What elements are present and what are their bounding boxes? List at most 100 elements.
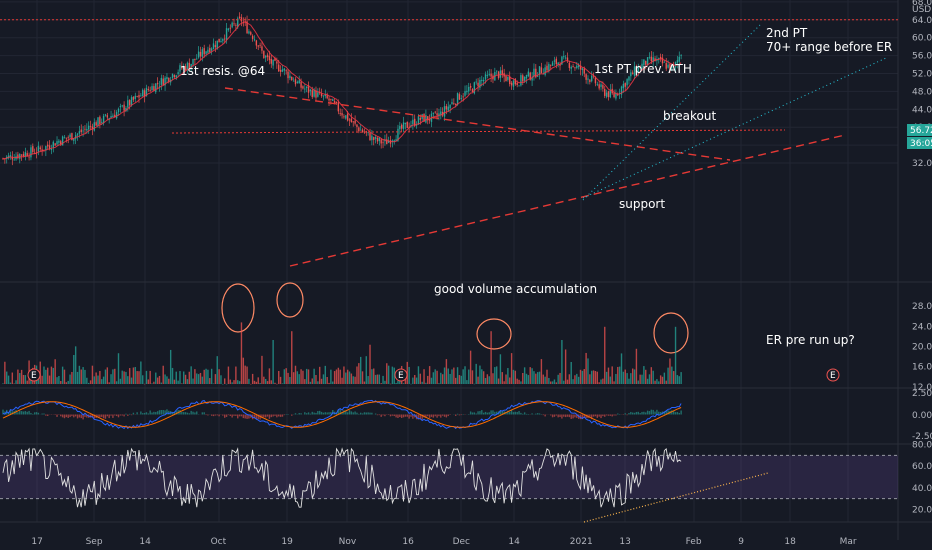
macd-hist-bar	[136, 412, 138, 415]
candle-body	[45, 146, 47, 151]
volume-bar	[345, 372, 347, 384]
candle-body	[451, 102, 453, 105]
candle-body	[84, 128, 86, 130]
candle-body	[78, 131, 81, 134]
macd-hist-bar	[37, 412, 40, 415]
candle-body	[527, 71, 530, 77]
macd-hist-bar	[419, 414, 422, 419]
macd-hist-bar	[631, 412, 634, 415]
volume-bar	[24, 375, 27, 384]
candle-body	[333, 100, 336, 103]
volume-bar	[95, 372, 97, 384]
candle-body	[585, 74, 587, 80]
candle-body	[326, 95, 328, 99]
volume-bar	[274, 382, 276, 384]
candle-body	[99, 116, 101, 125]
volume-bar	[522, 372, 524, 384]
candle-body	[486, 75, 489, 76]
macd-hist-bar	[427, 414, 429, 417]
volume-bar	[222, 383, 224, 385]
macd-hist-bar	[324, 412, 326, 415]
projection-line-2nd-pt	[582, 24, 761, 201]
volume-bar	[661, 376, 664, 384]
macd-hist-bar	[326, 412, 328, 415]
volume-bar	[205, 368, 207, 384]
countdown-label: 36:05	[910, 139, 932, 149]
volume-bar	[201, 376, 204, 384]
volume-bar	[525, 373, 528, 384]
candle-body	[566, 57, 569, 62]
candle-body	[414, 118, 416, 126]
macd-hist-bar	[581, 414, 584, 420]
volume-bar	[531, 368, 533, 384]
candle-body	[155, 83, 157, 93]
candle-body	[261, 46, 263, 51]
macd-hist-bar	[432, 414, 435, 418]
last-price-badge	[907, 124, 932, 136]
macd-hist-bar	[227, 414, 230, 416]
macd-hist-bar	[30, 412, 32, 415]
volume-bar	[194, 369, 196, 384]
macd-hist-bar	[598, 414, 600, 417]
macd-hist-bar	[387, 414, 390, 416]
time-tick-label: 14	[139, 537, 151, 547]
volume-bar	[371, 369, 373, 384]
candle-body	[635, 67, 638, 73]
candle-body	[112, 115, 114, 117]
volume-bar	[473, 383, 476, 385]
macd-hist-bar	[145, 412, 148, 415]
macd-hist-bar	[643, 411, 645, 415]
volume-bar	[659, 375, 662, 384]
volume-bar	[354, 376, 356, 384]
volume-bar	[121, 370, 123, 384]
macd-hist-bar	[149, 410, 151, 415]
candle-body	[395, 139, 397, 141]
volume-bar	[179, 371, 181, 384]
volume-bar	[294, 365, 297, 384]
volume-bar	[305, 368, 308, 384]
volume-bar	[469, 350, 472, 384]
macd-hist-bar	[322, 412, 325, 415]
candle-body	[633, 66, 636, 76]
candle-body	[263, 50, 265, 59]
volume-bar	[335, 369, 338, 384]
volume-bar	[652, 370, 654, 384]
candle-body	[328, 98, 330, 101]
candle-body	[553, 60, 556, 62]
macd-hist-bar	[509, 411, 511, 415]
macd-hist-bar	[237, 414, 239, 419]
volume-bar	[523, 367, 526, 384]
time-tick-label: Oct	[211, 537, 227, 547]
macd-hist-bar	[101, 414, 103, 417]
candle-body	[637, 66, 639, 74]
macd-hist-bar	[140, 411, 142, 415]
candle-body	[61, 136, 64, 146]
macd-hist-bar	[250, 414, 252, 418]
candle-body	[661, 57, 664, 64]
macd-hist-bar	[536, 413, 539, 415]
volume-bar	[486, 374, 489, 384]
volume-bar	[428, 366, 431, 384]
macd-hist-bar	[257, 414, 259, 420]
volume-bar	[546, 369, 548, 384]
volume-bar	[436, 370, 438, 384]
macd-hist-bar	[361, 413, 364, 415]
macd-hist-bar	[596, 414, 598, 418]
candle-body	[436, 113, 438, 116]
macd-hist-bar	[408, 414, 410, 419]
volume-tick-label: 12.00	[912, 383, 932, 393]
volume-bar	[458, 375, 461, 384]
volume-bar	[106, 367, 109, 384]
volume-bar	[210, 368, 213, 384]
macd-hist-bar	[358, 413, 360, 415]
macd-hist-bar	[210, 414, 213, 416]
volume-bar	[564, 349, 567, 384]
volume-bar	[192, 378, 194, 384]
candle-body	[646, 57, 649, 66]
candle-body	[639, 66, 641, 69]
candle-body	[540, 67, 543, 74]
macd-hist-bar	[261, 414, 263, 419]
candle-body	[525, 74, 528, 79]
volume-bar	[37, 376, 40, 384]
